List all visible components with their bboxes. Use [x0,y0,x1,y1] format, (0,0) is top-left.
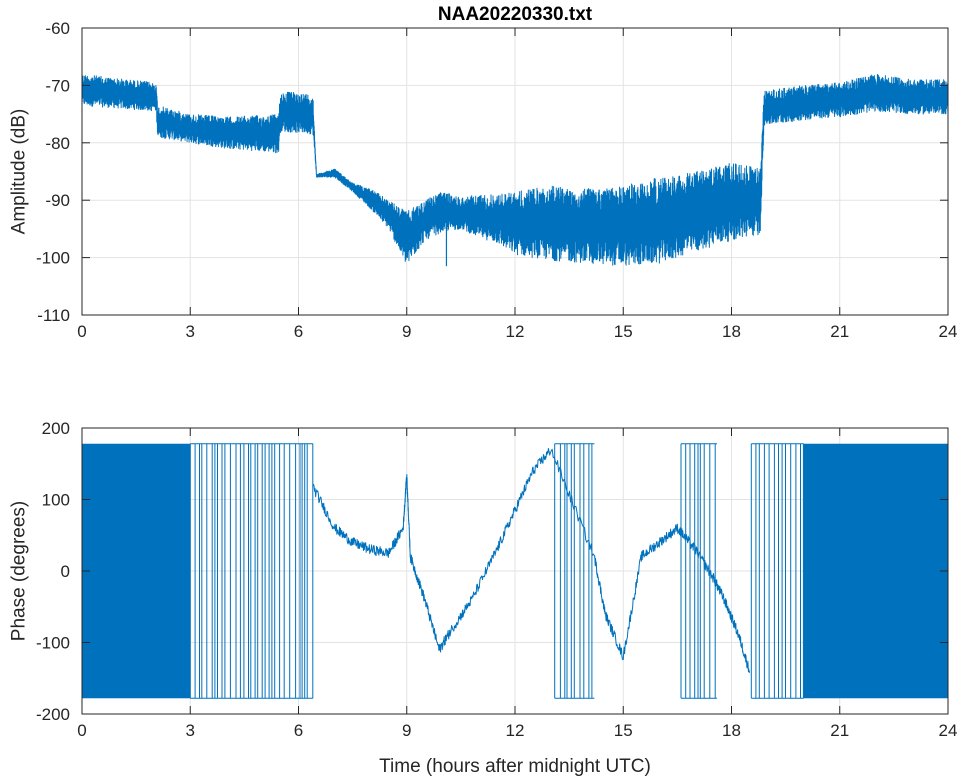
amplitude-grid [81,27,949,316]
y-tick-label: -60 [45,19,70,38]
x-tick-label: 24 [939,721,958,740]
x-tick-label: 6 [294,721,303,740]
amplitude-ticks: 0 3 6 9 12 15 18 21 24 -60 -70 -80 -90 -100 -110 [36,19,957,341]
x-tick-label: 0 [77,721,86,740]
amplitude-y-axis-label: Amplitude (dB) [9,109,30,235]
phase-series-line [312,447,751,674]
y-tick-label: 0 [61,562,70,581]
x-tick-label: 12 [506,721,525,740]
x-tick-label: 12 [506,322,525,341]
x-tick-label: 3 [186,721,195,740]
amplitude-plot-area [82,74,948,267]
x-tick-label: 15 [614,721,633,740]
phase-wrap-lines [554,443,593,699]
y-tick-label: -100 [36,249,70,268]
phase-y-axis-label: Phase (degrees) [9,501,30,641]
x-tick-label: 21 [830,721,849,740]
amplitude-series-line [82,74,948,266]
y-tick-label: -90 [45,191,70,210]
x-tick-label: 15 [614,322,633,341]
chart-title: NAA20220330.txt [438,4,593,25]
x-tick-label: 18 [722,322,741,341]
y-tick-label: -100 [36,634,70,653]
x-tick-label: 21 [830,322,849,341]
phase-wrapped-band [82,443,191,699]
x-tick-label: 18 [722,721,741,740]
x-tick-label: 3 [186,322,195,341]
x-tick-label: 6 [294,322,303,341]
y-tick-label: -200 [36,705,70,724]
x-tick-label: 0 [77,322,86,341]
phase-ticks: 0 3 6 9 12 15 18 21 24 200 100 0 -100 -200 [36,419,957,740]
amplitude-axes: 0 3 6 9 12 15 18 21 24 -60 -70 -80 -90 -100 -110 NAA20… [9,4,958,341]
y-tick-label: 200 [42,419,70,438]
phase-wrap-lines [189,443,314,699]
phase-axes: 0 3 6 9 12 15 18 21 24 200 100 0 -100 -200 Phase (deg… [9,419,958,777]
phase-x-axis-label: Time (hours after midnight UTC) [379,756,651,777]
y-tick-label: -110 [37,306,70,325]
x-tick-label: 9 [402,322,411,341]
y-tick-label: -80 [45,134,70,153]
phase-wrap-lines [750,443,804,699]
y-tick-label: -70 [45,76,70,95]
x-tick-label: 24 [939,322,958,341]
y-tick-label: 100 [42,491,70,510]
x-tick-label: 9 [402,721,411,740]
phase-plot-area [82,443,948,699]
phase-wrapped-band [803,443,948,699]
